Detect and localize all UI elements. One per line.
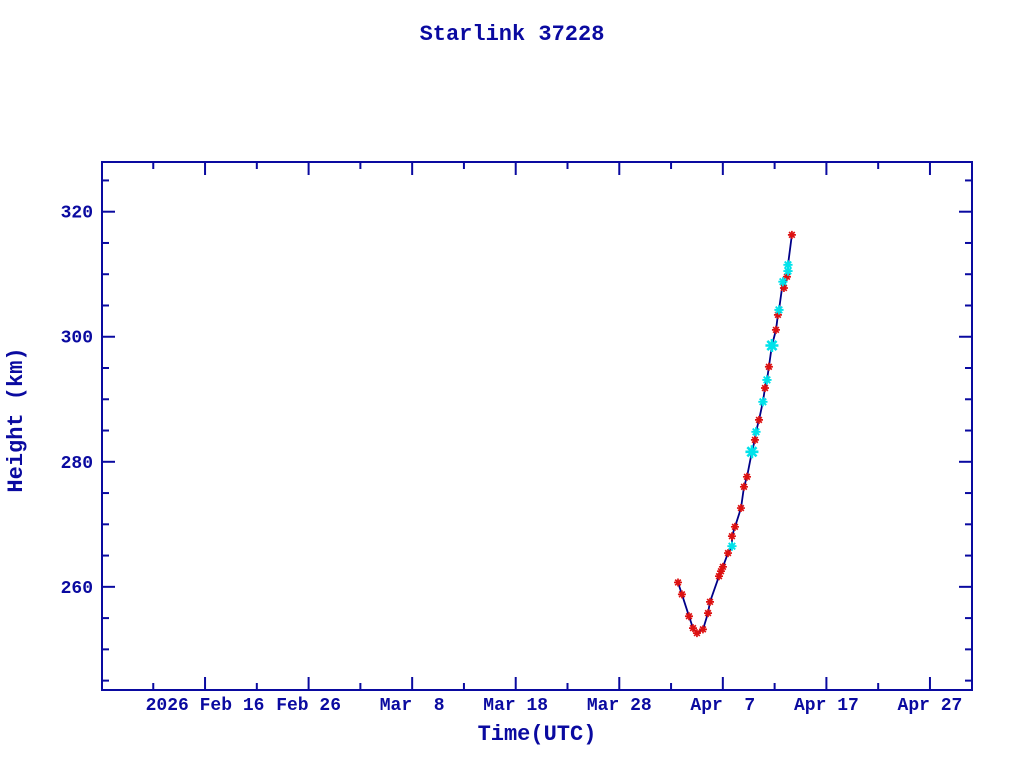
y-tick-label: 320 bbox=[61, 204, 93, 224]
cyan-data-marker bbox=[783, 266, 793, 276]
plot-axes: 2026 Feb 16 Feb 26 Mar 8 Mar 18 Mar 28 Apr 7 A… bbox=[61, 161, 973, 716]
red-data-marker bbox=[739, 482, 748, 491]
cyan-data-marker bbox=[783, 260, 793, 270]
plot-frame bbox=[101, 161, 973, 691]
cyan-data-marker bbox=[762, 375, 772, 385]
red-data-marker bbox=[730, 522, 739, 531]
cyan-data-marker bbox=[778, 277, 788, 287]
x-axis-title: Time(UTC) bbox=[478, 722, 597, 747]
red-data-marker bbox=[782, 272, 791, 281]
x-tick-label: 2026 Feb 16 bbox=[146, 696, 265, 716]
cyan-data-marker bbox=[751, 427, 761, 437]
x-tick-label: Apr 7 bbox=[690, 696, 755, 716]
red-data-marker bbox=[742, 472, 751, 481]
x-tick-label: Feb 26 bbox=[276, 696, 341, 716]
red-data-marker bbox=[677, 590, 686, 599]
red-data-marker bbox=[718, 562, 727, 571]
cyan-data-marker-large bbox=[765, 339, 779, 353]
red-data-marker bbox=[727, 532, 736, 541]
red-data-marker bbox=[760, 384, 769, 393]
x-tick-label: Apr 27 bbox=[898, 696, 963, 716]
red-data-marker bbox=[764, 362, 773, 371]
red-data-marker bbox=[689, 624, 698, 633]
red-data-marker bbox=[704, 609, 713, 618]
x-tick-label: Apr 17 bbox=[794, 696, 859, 716]
red-data-marker bbox=[673, 578, 682, 587]
red-data-marker bbox=[692, 629, 701, 638]
plot-series bbox=[673, 230, 796, 638]
cyan-data-marker bbox=[774, 305, 784, 315]
cyan-data-marker bbox=[758, 397, 768, 407]
y-tick-label: 260 bbox=[61, 579, 93, 599]
red-data-marker bbox=[736, 504, 745, 513]
red-data-marker bbox=[716, 567, 725, 576]
red-data-marker bbox=[705, 597, 714, 606]
red-data-marker bbox=[787, 230, 796, 239]
red-data-marker bbox=[773, 310, 782, 319]
red-data-marker bbox=[724, 549, 733, 558]
red-data-marker bbox=[771, 325, 780, 334]
red-data-marker bbox=[684, 612, 693, 621]
x-tick-label: Mar 28 bbox=[587, 696, 652, 716]
red-data-marker bbox=[715, 572, 724, 581]
y-axis-title: Height (km) bbox=[4, 347, 29, 492]
y-tick-label: 300 bbox=[61, 329, 93, 349]
red-data-marker bbox=[754, 415, 763, 424]
x-tick-label: Mar 8 bbox=[380, 696, 445, 716]
red-data-marker bbox=[750, 435, 759, 444]
cyan-data-marker-large bbox=[745, 445, 759, 459]
cyan-data-marker bbox=[727, 541, 737, 551]
red-data-marker bbox=[779, 283, 788, 292]
red-data-marker bbox=[698, 625, 707, 634]
chart-title: Starlink 37228 bbox=[420, 22, 605, 47]
x-tick-label: Mar 18 bbox=[483, 696, 548, 716]
height-data-line bbox=[677, 234, 793, 635]
y-tick-label: 280 bbox=[61, 454, 93, 474]
